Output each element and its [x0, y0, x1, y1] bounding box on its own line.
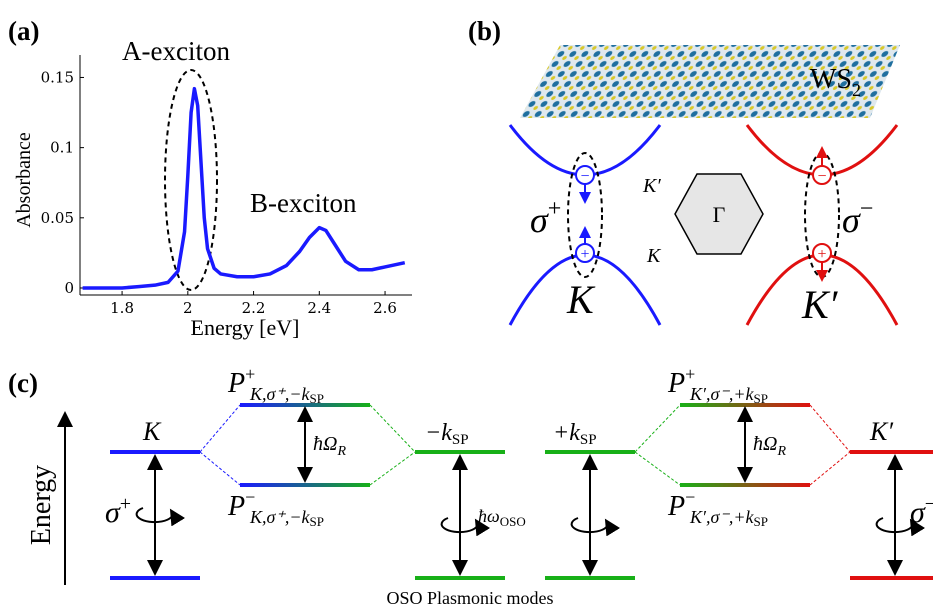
connector: [635, 405, 680, 452]
sub: SP: [452, 432, 469, 448]
sup: −: [925, 493, 933, 515]
hex-label: K′: [642, 175, 661, 197]
symbol: +k: [553, 420, 580, 446]
symbol: −k: [425, 420, 452, 446]
symbol: ħΩ: [753, 433, 777, 455]
panel-c: (c) Energy OSO Plasmonic modes: [8, 364, 933, 608]
sigma-sup: −: [860, 196, 874, 222]
connector: [200, 452, 240, 485]
rabi-label: ħΩR: [753, 433, 786, 459]
sigma-sup: +: [548, 196, 562, 222]
mode-label: −kSP: [425, 420, 469, 448]
sub: K′,σ⁻,+k: [689, 384, 754, 404]
y-tick-label: 0.05: [41, 209, 74, 227]
symbol: ħΩ: [313, 433, 337, 455]
sup: +: [245, 364, 255, 384]
sup: +: [685, 364, 695, 384]
symbol: ħω: [478, 506, 500, 526]
panel-label: (b): [468, 16, 501, 46]
symbol: σ: [105, 496, 121, 529]
symbol: P: [227, 368, 245, 399]
polarization: σ−: [842, 196, 873, 240]
connector: [370, 452, 415, 485]
rabi-label: ħΩR: [313, 433, 346, 459]
sub: K′,σ⁻,+k: [689, 507, 754, 527]
y-tick-label: 0.1: [50, 139, 74, 157]
panel-a: (a) A-exciton B-exciton Energy [eV] Abso…: [8, 16, 412, 340]
figure: (a) A-exciton B-exciton Energy [eV] Abso…: [0, 0, 933, 608]
connector: [810, 452, 850, 485]
material-main: WS: [810, 64, 852, 95]
y-axis-label: Absorbance: [13, 132, 35, 228]
charge: +: [580, 246, 589, 263]
material-sub: 2: [852, 80, 861, 100]
sub: R: [776, 444, 786, 459]
sub: SP: [580, 432, 597, 448]
symbol: σ: [910, 496, 926, 529]
x-tick-label: 2.2: [242, 299, 266, 317]
symbol: P: [667, 491, 685, 522]
sub2: SP: [753, 514, 767, 529]
charge: +: [817, 246, 826, 263]
connector: [810, 405, 850, 452]
sup: −: [245, 487, 255, 507]
panel-label: (c): [8, 368, 38, 398]
polariton-label: P−K,σ⁺,−kSP: [227, 487, 324, 529]
panel-b: (b) WS2 − + − + σ+ σ− K K′ Γ K′ K: [468, 16, 900, 327]
y-tick-label: 0: [64, 279, 74, 297]
annotation: B-exciton: [250, 188, 357, 218]
x-tick-label: 1.8: [110, 299, 134, 317]
sigma: σ: [842, 200, 861, 240]
connector: [370, 405, 415, 452]
polariton-label: P+K′,σ⁻,+kSP: [667, 364, 768, 406]
charge: −: [580, 168, 589, 185]
x-tick-label: 2.4: [307, 299, 331, 317]
annotation: A-exciton: [122, 36, 230, 66]
axis-label: Energy: [26, 465, 57, 545]
valley: K′: [801, 282, 839, 327]
level: [240, 483, 370, 487]
polariton-label: P−K′,σ⁻,+kSP: [667, 487, 768, 529]
footer: OSO Plasmonic modes: [386, 588, 553, 608]
hex-label: K: [646, 245, 662, 267]
mode-label: +kSP: [553, 420, 597, 448]
sub2: SP: [310, 514, 324, 529]
x-axis-label: Energy [eV]: [191, 315, 300, 340]
x-tick-label: 2: [183, 299, 193, 317]
sigma: σ: [530, 200, 549, 240]
symbol: P: [227, 491, 245, 522]
sub: OSO: [500, 514, 526, 529]
mode-label: ħωOSO: [478, 506, 526, 529]
level: [680, 483, 810, 487]
connector: [200, 405, 240, 452]
panel-label: (a): [8, 16, 39, 46]
valley: K: [142, 417, 162, 446]
sub: K,σ⁺,−k: [249, 507, 311, 527]
polarization: σ+: [530, 196, 561, 240]
connector: [635, 452, 680, 485]
sub2: SP: [310, 391, 324, 406]
sub2: SP: [753, 391, 767, 406]
valley: K′: [869, 417, 893, 446]
sub: R: [336, 444, 346, 459]
polarization: σ+: [105, 493, 131, 529]
sub: K,σ⁺,−k: [249, 384, 311, 404]
sup: −: [685, 487, 695, 507]
charge: −: [817, 168, 826, 185]
y-tick-label: 0.15: [41, 68, 74, 86]
hex-label: Γ: [713, 202, 726, 227]
x-tick-label: 2.6: [373, 299, 397, 317]
polarization: σ−: [910, 493, 933, 529]
valley: K: [566, 277, 596, 322]
polariton-label: P+K,σ⁺,−kSP: [227, 364, 324, 406]
symbol: P: [667, 368, 685, 399]
sup: +: [120, 493, 131, 515]
